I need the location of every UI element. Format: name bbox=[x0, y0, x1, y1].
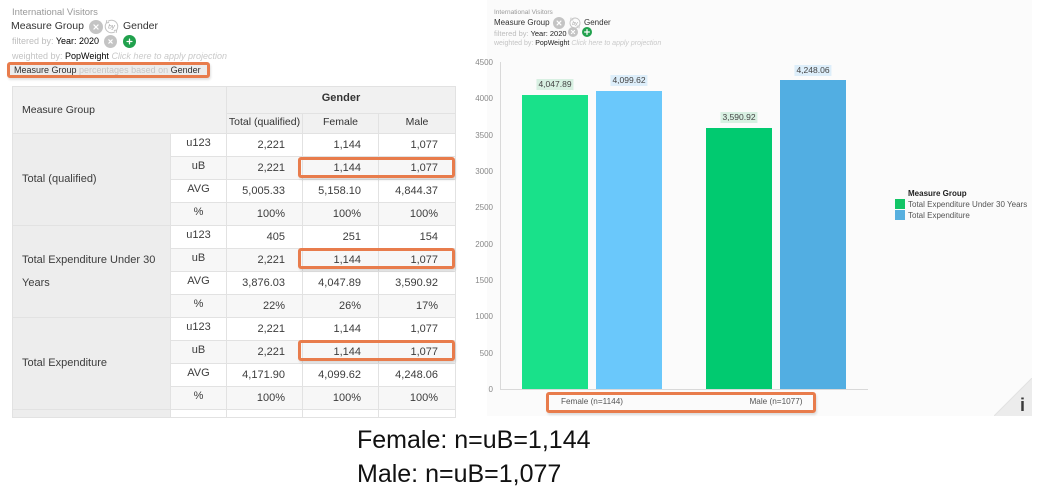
svg-text:by: by bbox=[572, 20, 578, 26]
svg-text:by: by bbox=[108, 24, 116, 31]
